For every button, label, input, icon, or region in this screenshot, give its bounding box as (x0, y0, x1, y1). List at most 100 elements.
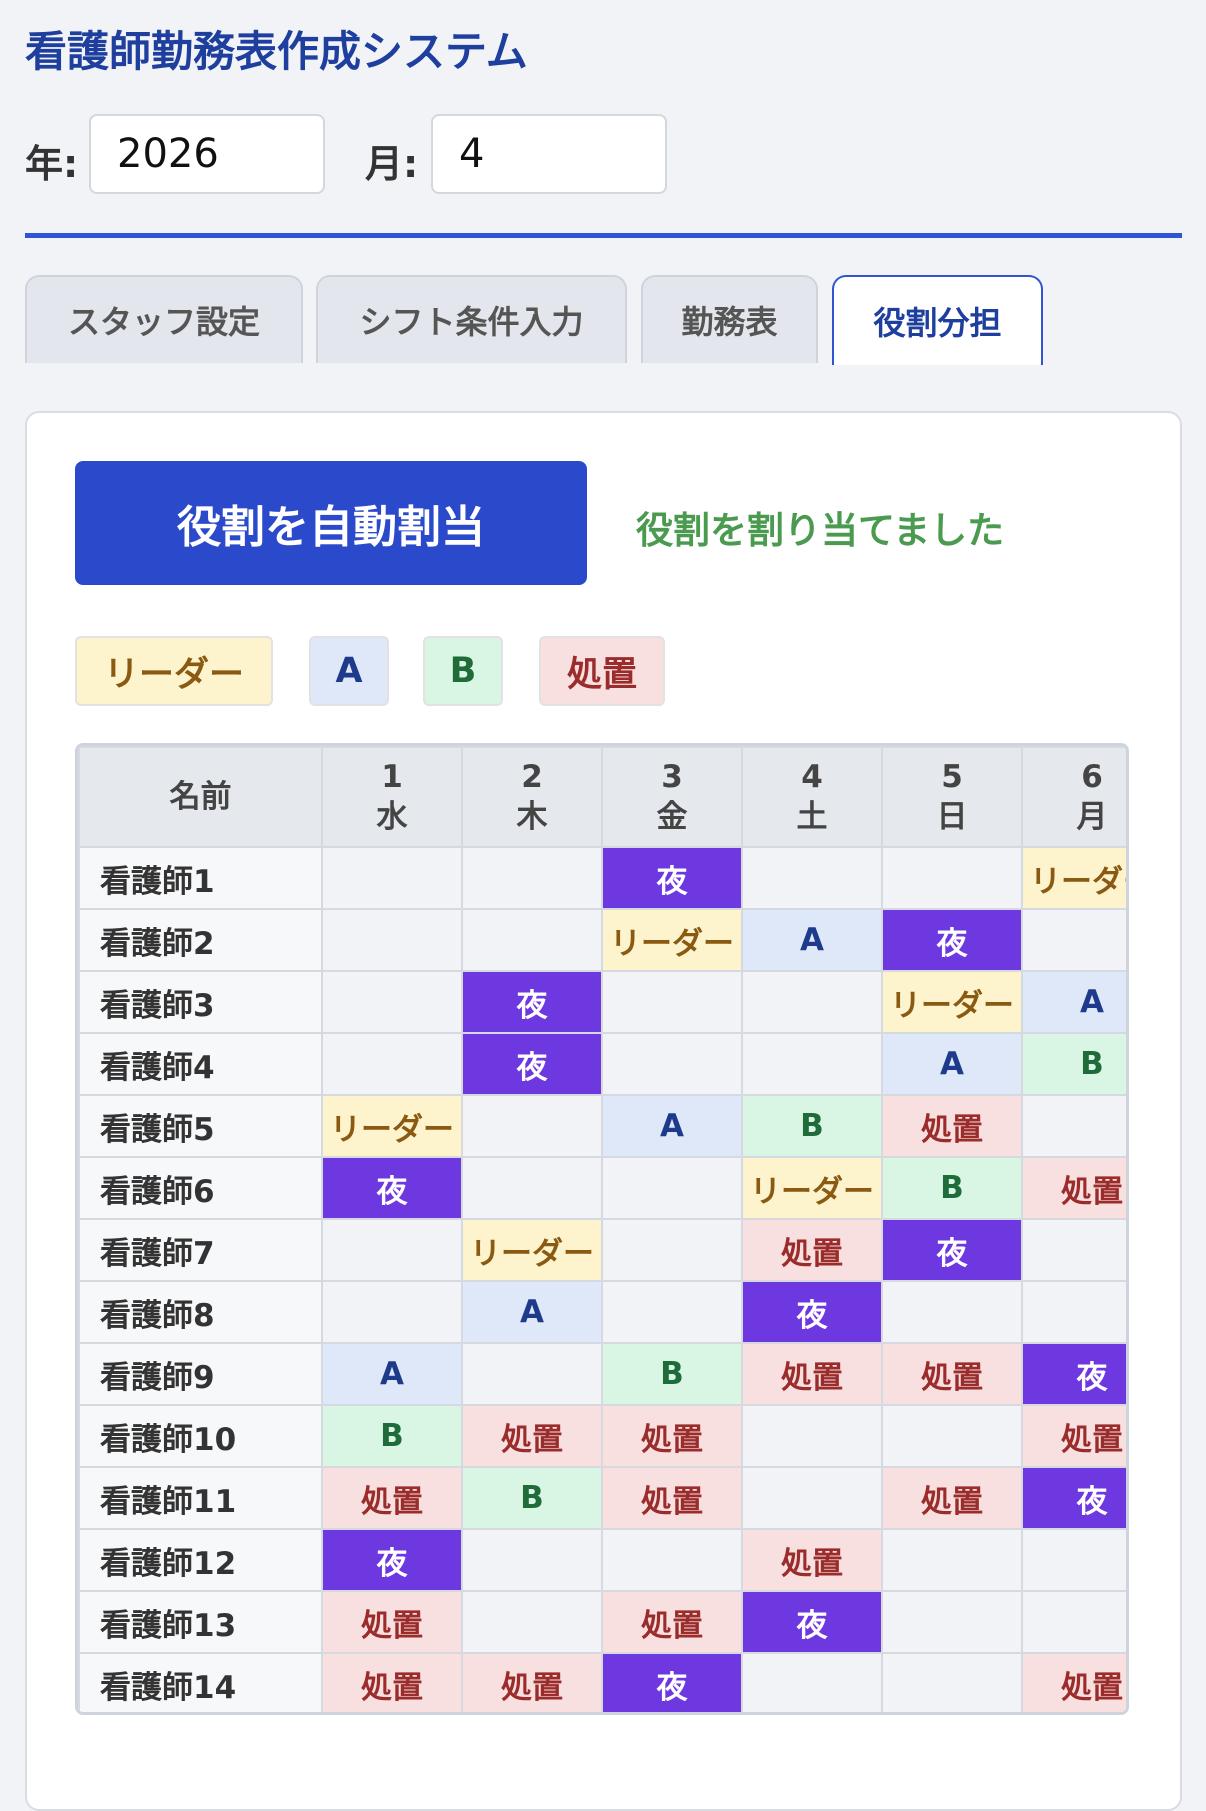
role-cell: A (881, 1032, 1023, 1096)
staff-name: 看護師5 (78, 1094, 323, 1158)
staff-name: 看護師9 (78, 1342, 323, 1406)
page: 看護師勤務表作成システム 年: 2026 月: 4 スタッフ設定 シフト条件入力勤… (25, 27, 1182, 1811)
role-cell: A (1021, 970, 1126, 1034)
staff-row: 看護師3 夜 リーダー A (78, 970, 1126, 1034)
empty-cell (601, 1032, 743, 1096)
role-cell: リーダー (881, 970, 1023, 1034)
weekday: 日 (936, 799, 968, 835)
role-cell: リーダー (461, 1218, 603, 1282)
role-cell: 処置 (1021, 1652, 1126, 1712)
empty-cell (321, 1280, 463, 1344)
legend-item: 処置 (539, 636, 665, 706)
role-cell: 処置 (881, 1342, 1023, 1406)
legend-item: リーダー (75, 636, 273, 706)
tab[interactable]: 勤務表 (641, 275, 818, 363)
role-cell: 処置 (601, 1466, 743, 1530)
empty-cell (741, 846, 883, 910)
role-cell: 処置 (741, 1342, 883, 1406)
staff-row: 看護師14 処置 処置夜処置 (78, 1652, 1126, 1712)
role-cell: B (1021, 1032, 1126, 1096)
legend-item: A (309, 636, 389, 706)
month-label: 月: (365, 142, 419, 186)
role-cell: 処置 (1021, 1404, 1126, 1468)
header-row: 名前 1 水 2 木 3 金 4 土 5 日 6 月 (78, 746, 1126, 848)
empty-cell (461, 1528, 603, 1592)
day-number: 3 (661, 759, 683, 795)
staff-row: 看護師7 リーダー 処置夜 (78, 1218, 1126, 1282)
tab[interactable]: シフト条件入力 (316, 275, 627, 363)
empty-cell (741, 1032, 883, 1096)
empty-cell (601, 970, 743, 1034)
legend-item: B (423, 636, 503, 706)
day-number: 5 (941, 759, 963, 795)
tab[interactable]: 役割分担 (832, 275, 1043, 365)
role-cell: 夜 (881, 1218, 1023, 1282)
day-number: 2 (521, 759, 543, 795)
role-cell: リーダー (1021, 846, 1126, 910)
month-input[interactable]: 4 (431, 114, 667, 194)
empty-cell (881, 1590, 1023, 1654)
staff-row: 看護師13 処置 処置夜 (78, 1590, 1126, 1654)
empty-cell (1021, 1280, 1126, 1344)
table-container: 名前1水2木3金4土5日6月看護師1夜リーダー看護師2リーダーA夜看護師3夜リー… (75, 743, 1129, 1715)
empty-cell (461, 1342, 603, 1406)
role-cell: 夜 (601, 846, 743, 910)
staff-name: 看護師7 (78, 1218, 323, 1282)
empty-cell (881, 1280, 1023, 1344)
role-cell: A (461, 1280, 603, 1344)
staff-name: 看護師1 (78, 846, 323, 910)
staff-name: 看護師3 (78, 970, 323, 1034)
tab[interactable]: スタッフ設定 (25, 275, 303, 363)
weekday: 水 (376, 799, 408, 835)
weekday: 月 (1076, 799, 1108, 835)
year-input[interactable]: 2026 (89, 114, 325, 194)
staff-name: 看護師14 (78, 1652, 323, 1712)
empty-cell (461, 1590, 603, 1654)
role-cell: A (321, 1342, 463, 1406)
empty-cell (461, 846, 603, 910)
empty-cell (321, 1218, 463, 1282)
empty-cell (741, 1652, 883, 1712)
empty-cell (601, 1280, 743, 1344)
staff-row: 看護師6 夜 リーダー B 処置 (78, 1156, 1126, 1220)
staff-name: 看護師6 (78, 1156, 323, 1220)
staff-name: 看護師8 (78, 1280, 323, 1344)
role-cell: 処置 (741, 1528, 883, 1592)
role-cell: 処置 (881, 1466, 1023, 1530)
staff-name: 看護師4 (78, 1032, 323, 1096)
empty-cell (1021, 908, 1126, 972)
role-cell: リーダー (321, 1094, 463, 1158)
role-cell: B (461, 1466, 603, 1530)
role-cell: 処置 (321, 1466, 463, 1530)
role-cell: リーダー (601, 908, 743, 972)
role-cell: リーダー (741, 1156, 883, 1220)
auto-assign-button[interactable]: 役割を自動割当 (75, 461, 587, 585)
role-cell: 夜 (1021, 1342, 1126, 1406)
empty-cell (881, 1528, 1023, 1592)
empty-cell (461, 1156, 603, 1220)
staff-name: 看護師2 (78, 908, 323, 972)
status-message: 役割を割り当てました (636, 509, 1005, 552)
role-cell: B (601, 1342, 743, 1406)
role-cell: 処置 (741, 1218, 883, 1282)
empty-cell (601, 1156, 743, 1220)
empty-cell (881, 1404, 1023, 1468)
empty-cell (601, 1528, 743, 1592)
role-cell: A (601, 1094, 743, 1158)
role-cell: 夜 (321, 1528, 463, 1592)
role-table: 名前1水2木3金4土5日6月看護師1夜リーダー看護師2リーダーA夜看護師3夜リー… (78, 746, 1126, 1712)
staff-row: 看護師11 処置 B 処置 処置夜 (78, 1466, 1126, 1530)
role-cell: 夜 (601, 1652, 743, 1712)
role-cell: B (881, 1156, 1023, 1220)
staff-row: 看護師1 夜 リーダー (78, 846, 1126, 910)
day-number: 1 (381, 759, 403, 795)
staff-row: 看護師4 夜 A B (78, 1032, 1126, 1096)
role-cell: 処置 (321, 1652, 463, 1712)
role-cell: 処置 (601, 1590, 743, 1654)
staff-name: 看護師10 (78, 1404, 323, 1468)
staff-row: 看護師2 リーダー A 夜 (78, 908, 1126, 972)
